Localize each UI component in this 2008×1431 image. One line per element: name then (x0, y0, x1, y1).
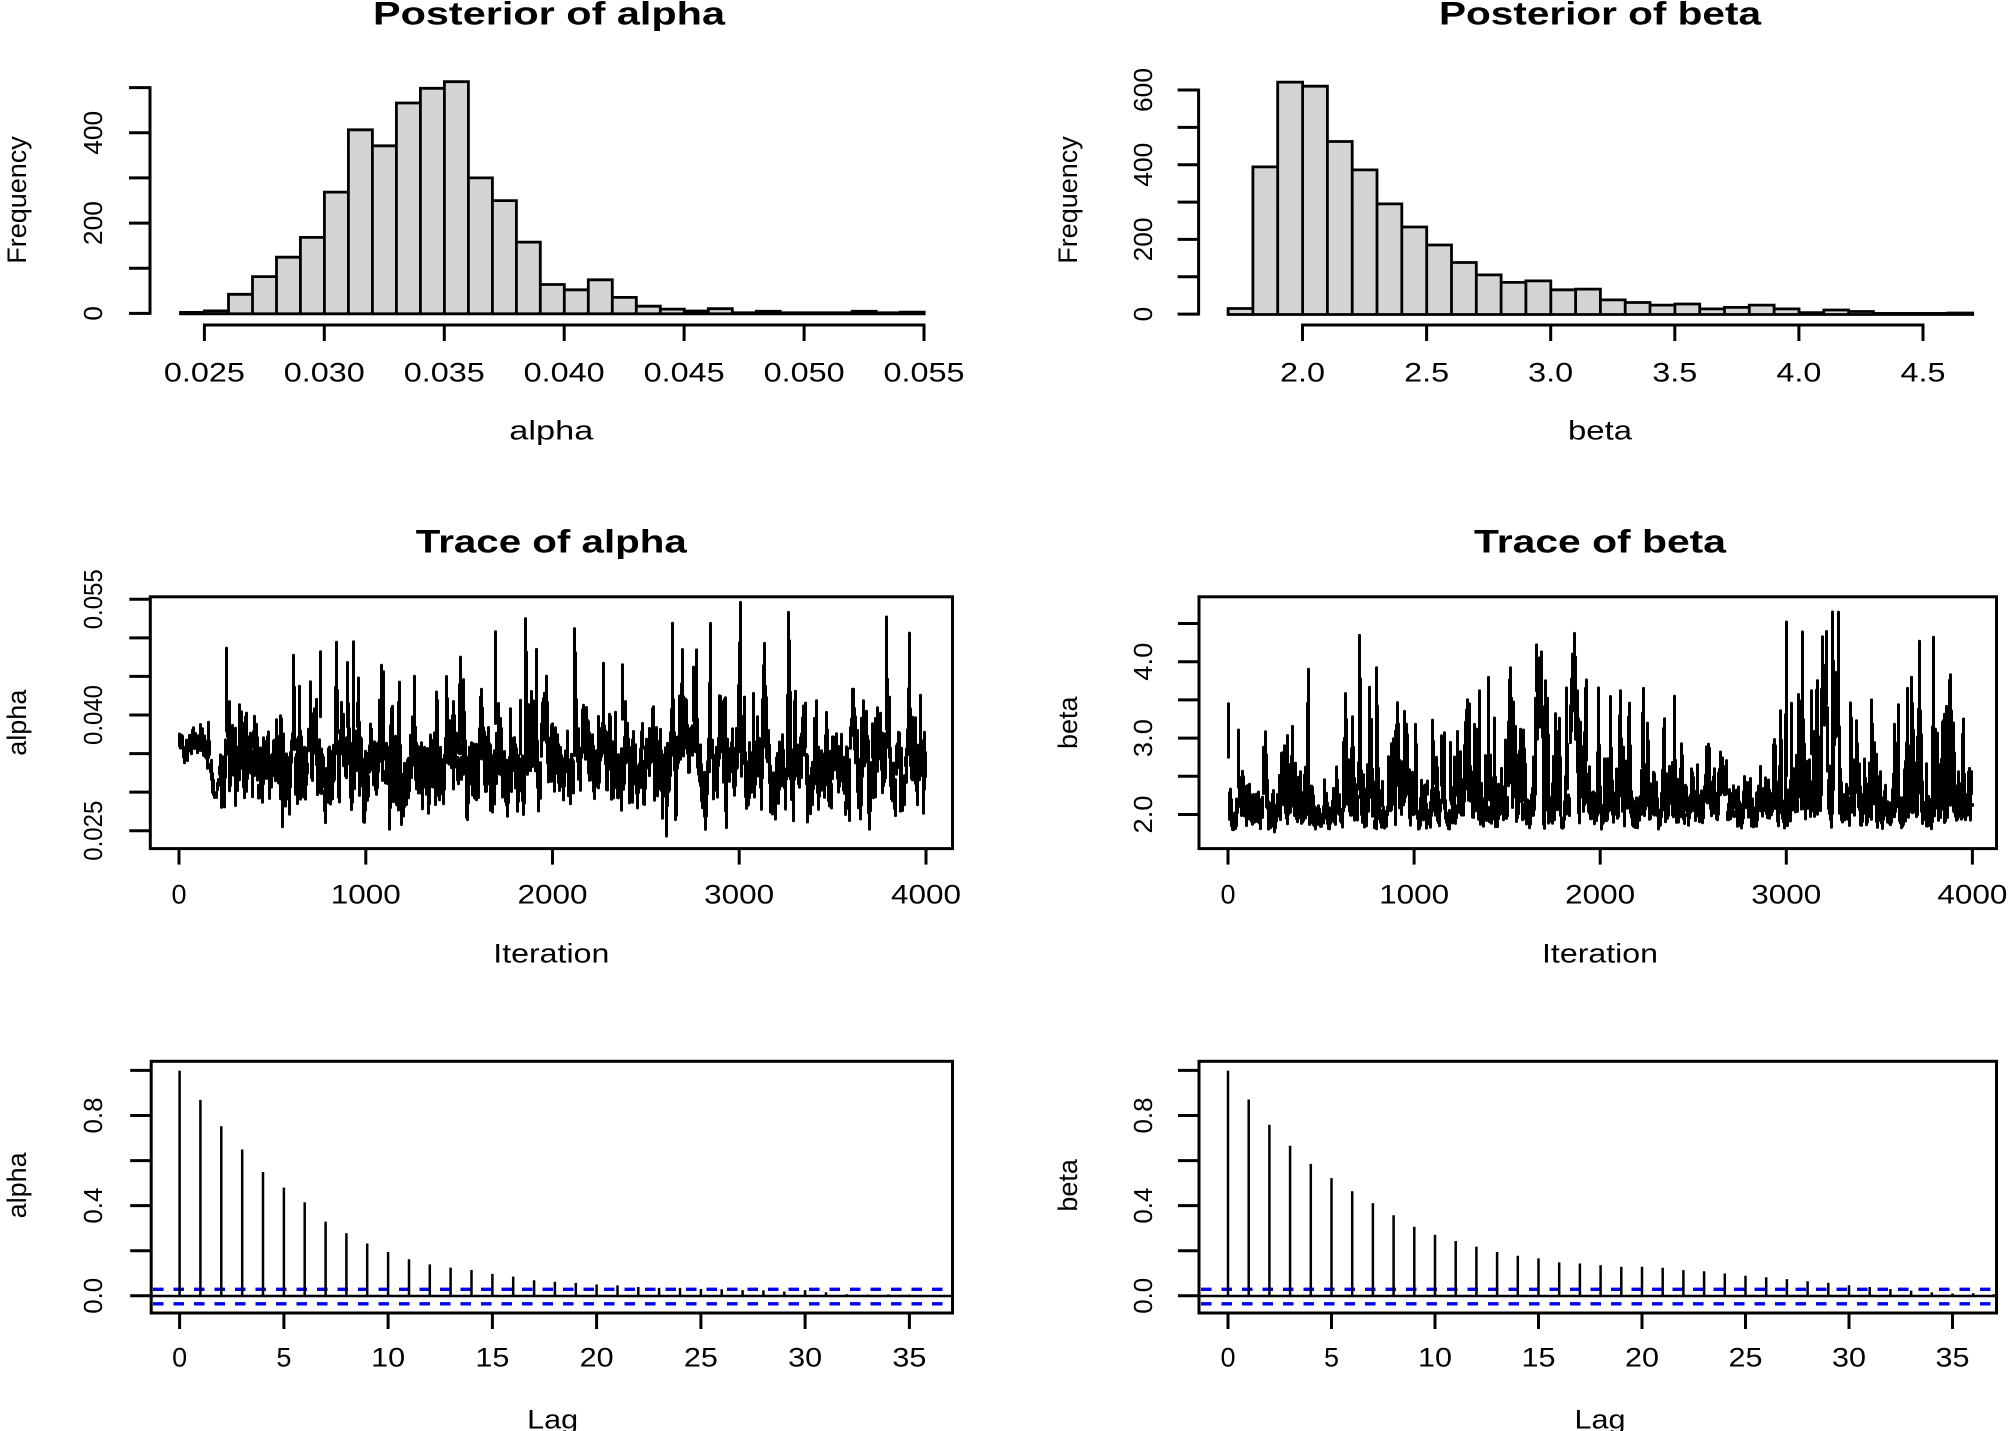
svg-text:30: 30 (1832, 1343, 1866, 1373)
svg-text:beta: beta (1053, 695, 1083, 749)
svg-text:0.8: 0.8 (1128, 1098, 1158, 1134)
svg-text:Frequency: Frequency (1053, 136, 1083, 264)
svg-text:0.045: 0.045 (644, 358, 725, 388)
svg-text:10: 10 (371, 1343, 405, 1373)
svg-text:0: 0 (171, 880, 186, 910)
svg-text:3000: 3000 (704, 880, 774, 910)
svg-text:0.030: 0.030 (284, 358, 365, 388)
svg-text:25: 25 (684, 1343, 718, 1373)
svg-text:0.0: 0.0 (78, 1278, 108, 1314)
svg-text:0: 0 (78, 306, 108, 320)
svg-text:4000: 4000 (891, 880, 961, 910)
svg-text:200: 200 (78, 201, 108, 245)
svg-text:0: 0 (1220, 1343, 1235, 1373)
svg-text:alpha: alpha (2, 1151, 32, 1218)
svg-text:10: 10 (1418, 1343, 1452, 1373)
svg-text:0: 0 (172, 1343, 187, 1373)
svg-text:Iteration: Iteration (493, 938, 609, 968)
svg-text:0.050: 0.050 (764, 358, 845, 388)
svg-text:5: 5 (1324, 1343, 1339, 1373)
svg-text:4000: 4000 (1937, 880, 2007, 910)
svg-text:600: 600 (1128, 68, 1158, 112)
svg-text:Trace of alpha: Trace of alpha (416, 524, 687, 560)
svg-text:2000: 2000 (1565, 880, 1635, 910)
svg-text:0: 0 (1220, 880, 1235, 910)
svg-text:0.4: 0.4 (78, 1188, 108, 1224)
svg-text:0.035: 0.035 (404, 358, 485, 388)
svg-text:4.0: 4.0 (1128, 643, 1158, 681)
svg-text:200: 200 (1128, 217, 1158, 261)
svg-text:2.0: 2.0 (1280, 358, 1325, 388)
svg-text:0.0: 0.0 (1128, 1278, 1158, 1314)
svg-text:20: 20 (1625, 1343, 1659, 1373)
svg-text:0.4: 0.4 (1128, 1188, 1158, 1224)
svg-text:2.0: 2.0 (1128, 796, 1158, 834)
svg-text:1000: 1000 (331, 880, 401, 910)
svg-text:400: 400 (78, 111, 108, 155)
svg-text:0.055: 0.055 (78, 569, 108, 629)
svg-text:25: 25 (1729, 1343, 1763, 1373)
svg-text:35: 35 (892, 1343, 926, 1373)
svg-text:Posterior of alpha: Posterior of alpha (373, 0, 725, 32)
svg-text:Posterior of beta: Posterior of beta (1439, 0, 1761, 32)
svg-text:3.0: 3.0 (1528, 358, 1573, 388)
svg-text:Lag: Lag (1575, 1404, 1626, 1431)
svg-text:alpha: alpha (2, 689, 32, 756)
svg-text:2.5: 2.5 (1404, 358, 1449, 388)
svg-text:Lag: Lag (527, 1404, 578, 1431)
svg-text:0.040: 0.040 (78, 685, 108, 745)
svg-text:3.0: 3.0 (1128, 719, 1158, 757)
svg-text:3.5: 3.5 (1652, 358, 1697, 388)
svg-text:beta: beta (1568, 415, 1633, 445)
svg-text:0.8: 0.8 (78, 1098, 108, 1134)
svg-text:4.5: 4.5 (1901, 358, 1946, 388)
svg-text:15: 15 (475, 1343, 509, 1373)
svg-text:alpha: alpha (509, 415, 594, 445)
svg-text:400: 400 (1128, 143, 1158, 187)
svg-text:3000: 3000 (1751, 880, 1821, 910)
svg-text:Frequency: Frequency (2, 136, 32, 264)
svg-text:5: 5 (276, 1343, 291, 1373)
svg-text:0.025: 0.025 (78, 801, 108, 861)
svg-text:0: 0 (1128, 307, 1158, 321)
svg-text:30: 30 (788, 1343, 822, 1373)
svg-text:20: 20 (580, 1343, 614, 1373)
svg-text:4.0: 4.0 (1776, 358, 1821, 388)
svg-text:Trace of beta: Trace of beta (1474, 524, 1726, 560)
svg-text:0.040: 0.040 (524, 358, 605, 388)
svg-text:0.055: 0.055 (884, 358, 965, 388)
svg-text:2000: 2000 (518, 880, 588, 910)
svg-text:Iteration: Iteration (1542, 938, 1658, 968)
svg-text:beta: beta (1053, 1158, 1083, 1212)
svg-text:1000: 1000 (1379, 880, 1449, 910)
svg-text:0.025: 0.025 (164, 358, 245, 388)
svg-text:35: 35 (1936, 1343, 1970, 1373)
svg-text:15: 15 (1522, 1343, 1556, 1373)
